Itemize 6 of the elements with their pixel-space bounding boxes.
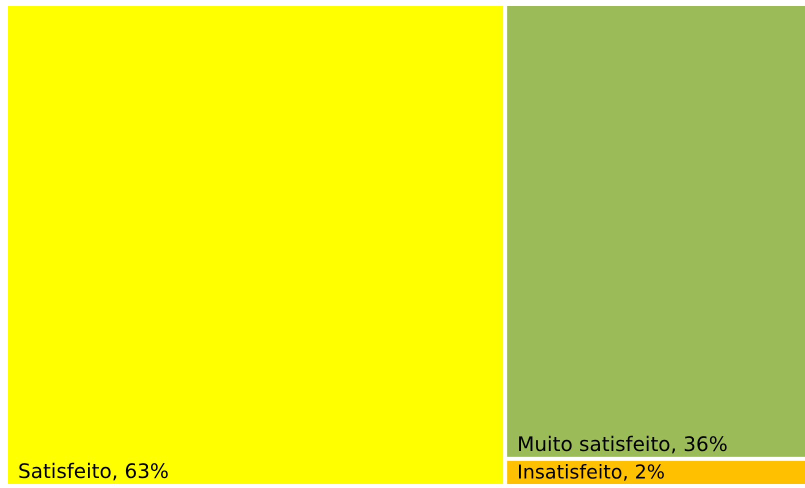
category-label: Insatisfeito (517, 460, 622, 484)
data-label: , 63% (112, 459, 169, 483)
category-label: Satisfeito (18, 459, 112, 483)
data-label: , 2% (622, 460, 666, 484)
data-label: , 36% (670, 432, 728, 456)
category-label: Muito satisfeito (517, 432, 671, 456)
